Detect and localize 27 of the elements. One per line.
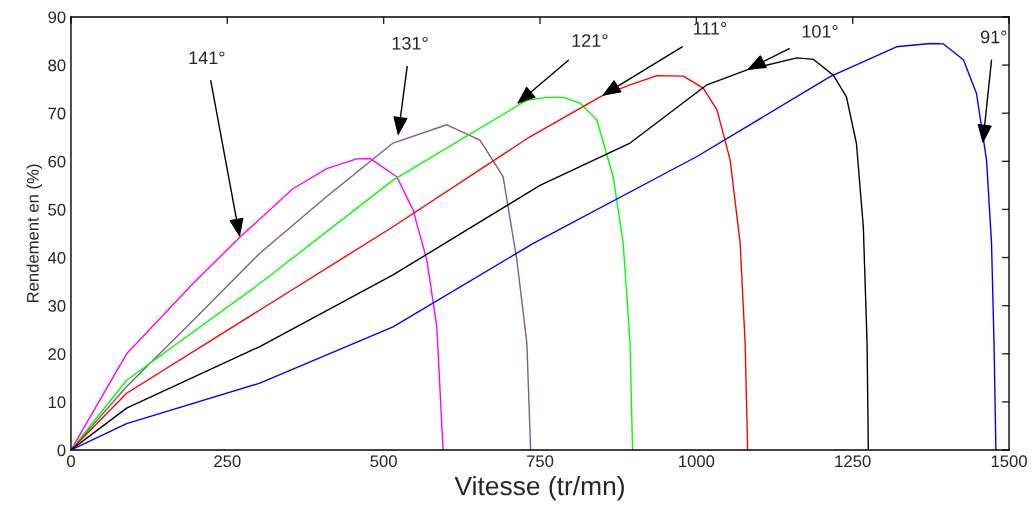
y-tick-label: 50 [48,203,66,216]
y-tick-label: 0 [57,444,66,457]
x-axis-title: Vitesse (tr/mn) [454,475,624,501]
y-tick-label: 20 [48,348,66,360]
annotation: 111° [693,21,727,35]
line-series [70,74,749,451]
y-tick-label: 60 [48,155,66,168]
x-tick-label: 0 [66,455,75,468]
y-tick-label: 10 [48,396,66,409]
y-tick-label: 90 [48,11,66,24]
x-tick-label: 250 [214,455,241,468]
annotation: 91° [980,30,1007,44]
y-tick-label: 30 [48,300,66,312]
annotation: 101° [802,24,838,38]
x-tick-label: 750 [526,455,554,468]
annotation: 121° [572,34,608,47]
y-tick-label: 80 [48,59,66,72]
annotation: 131° [392,36,428,50]
annotation: 141° [189,51,225,65]
y-axis-title: Rendement en (%) [26,164,43,303]
x-tick-label: 1250 [835,455,871,468]
line-series [70,157,444,451]
y-tick-label: 70 [48,107,66,120]
x-tick-label: 1500 [991,455,1027,468]
x-tick-label: 500 [370,455,397,468]
x-tick-label: 1000 [679,455,715,468]
y-tick-label: 40 [47,251,66,264]
